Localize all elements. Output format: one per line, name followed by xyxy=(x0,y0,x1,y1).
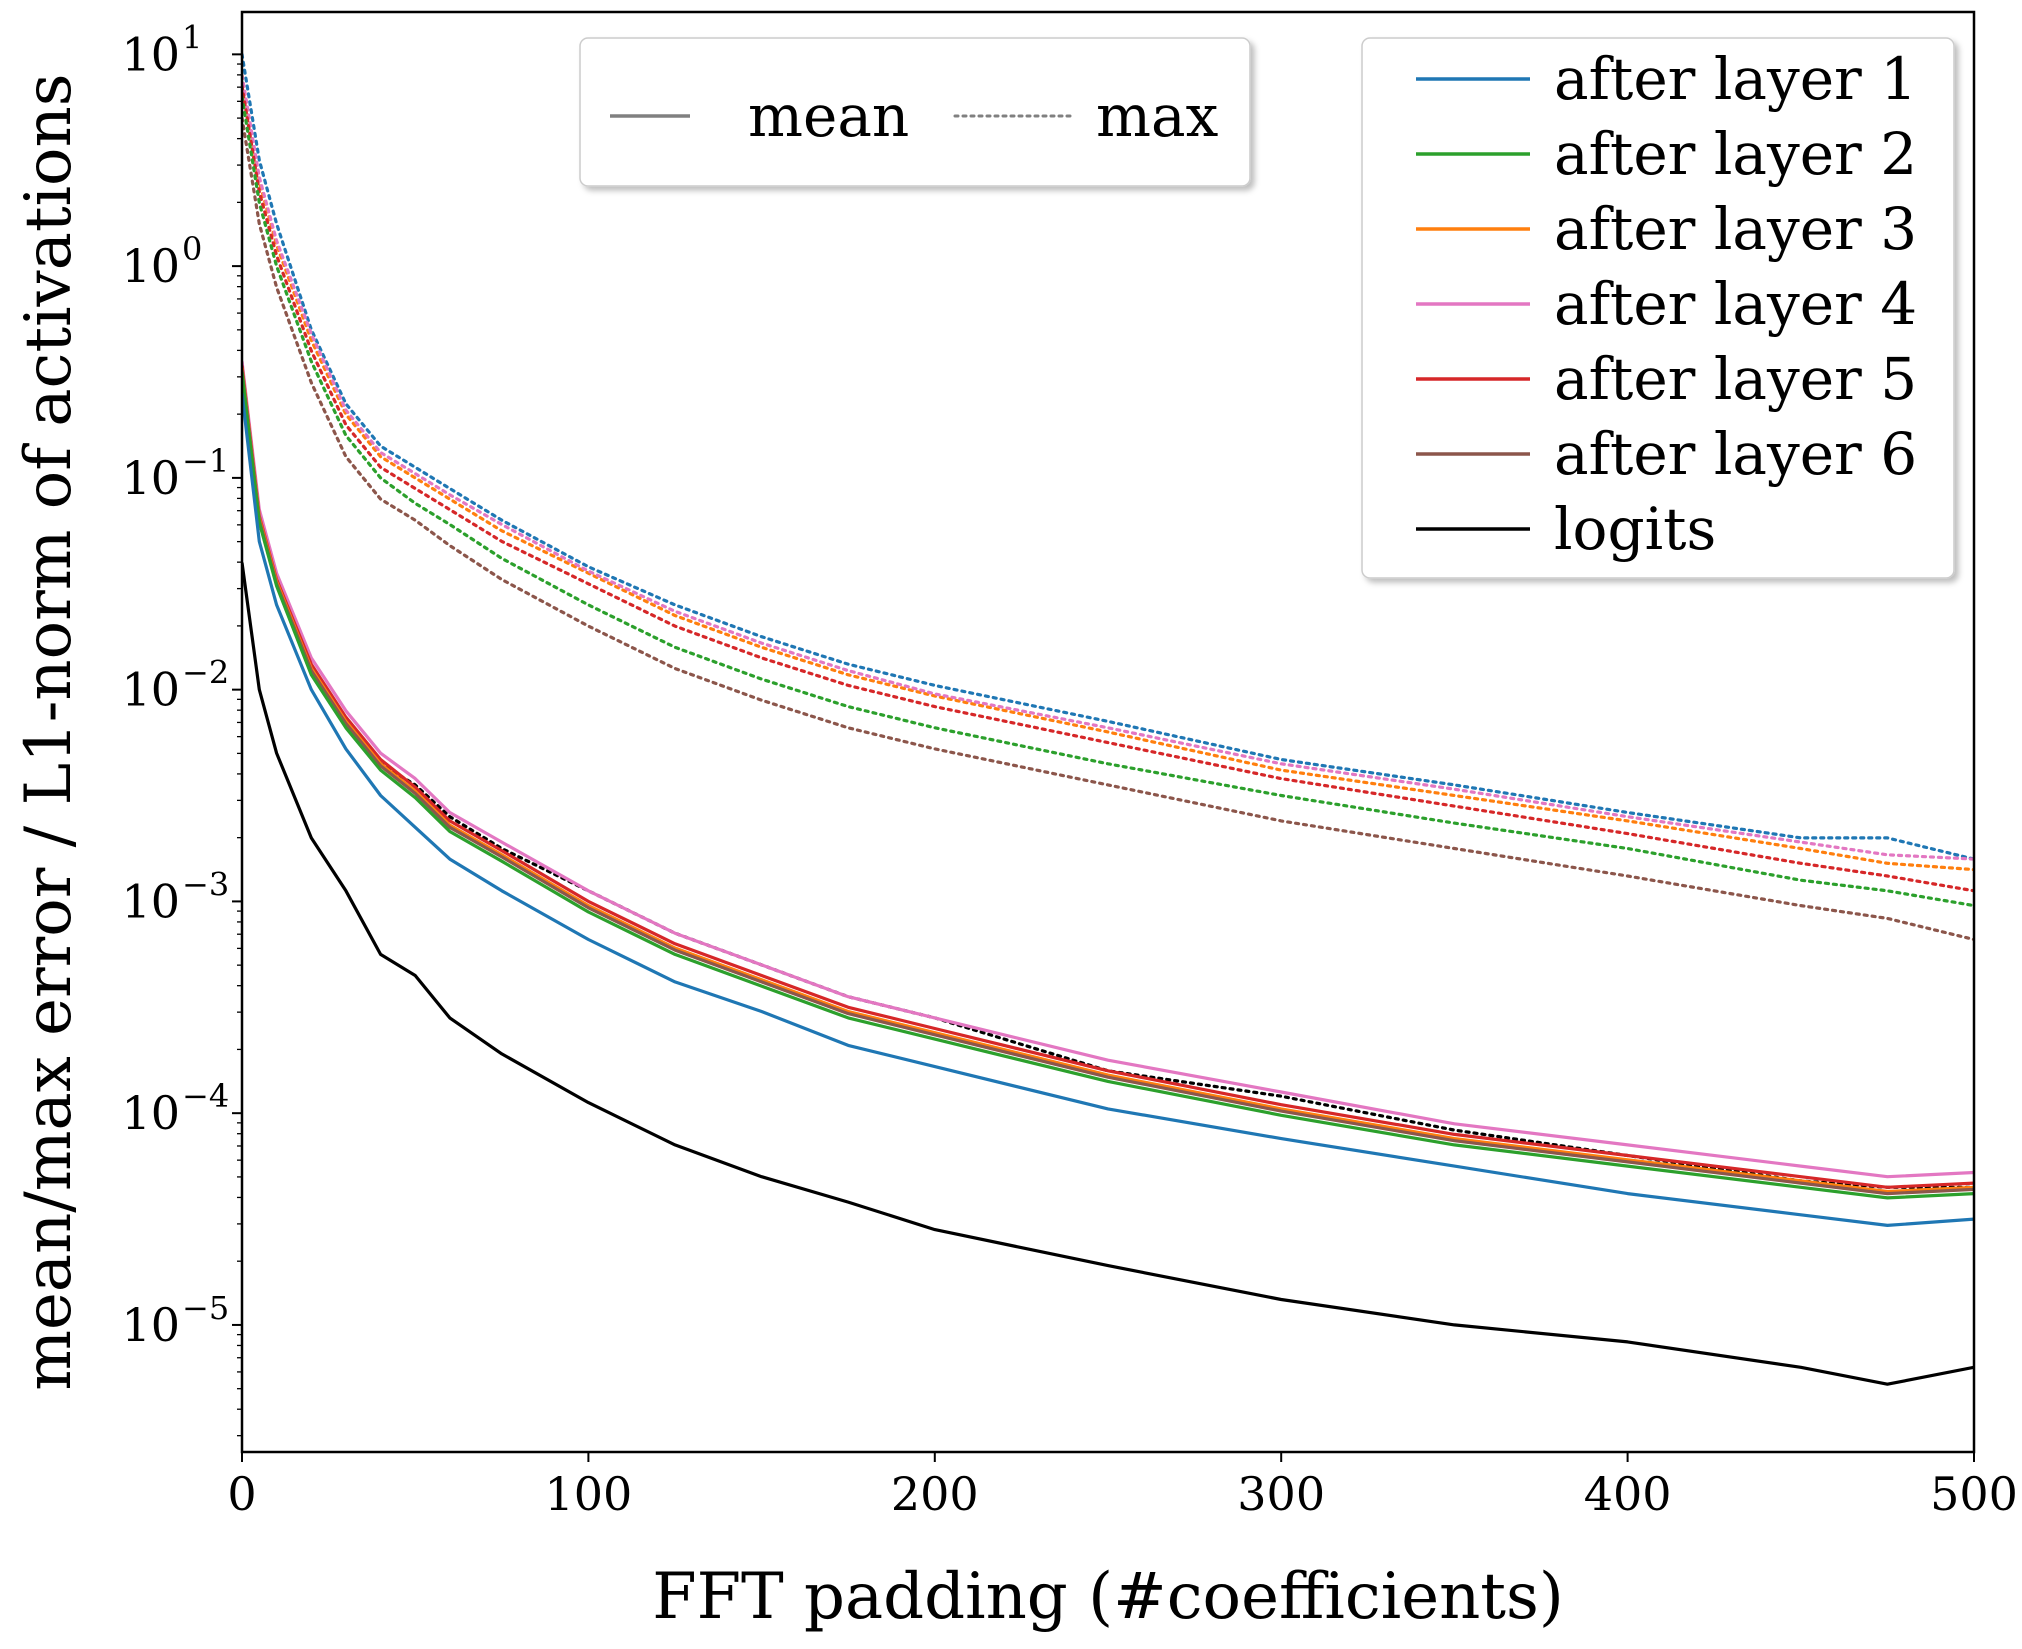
y-tick-label: 10 xyxy=(121,27,180,81)
series-line-after-layer-1-mean xyxy=(242,393,1974,1228)
y-tick-label: 10 xyxy=(121,1298,180,1352)
y-tick-exponent: −5 xyxy=(182,1289,229,1327)
series-legend: after layer 1 after layer 2 after layer 3 a… xyxy=(1361,37,1955,579)
series-line-after-layer-3-max xyxy=(242,73,1974,872)
legend-label-after-layer-5: after layer 5 xyxy=(1554,345,1917,413)
x-tick-label: 400 xyxy=(1584,1467,1672,1521)
series-line-after-layer-5-mean xyxy=(242,365,1974,1189)
x-axis-title: FFT padding (#coefficients) xyxy=(652,1560,1564,1634)
style-legend-label-mean: mean xyxy=(748,82,909,150)
y-tick-label: 10 xyxy=(121,663,180,717)
series-line-after-layer-2-max xyxy=(242,95,1974,908)
legend-label-after-layer-1: after layer 1 xyxy=(1554,45,1917,113)
x-tick-label: 300 xyxy=(1237,1467,1325,1521)
x-tick-label: 100 xyxy=(544,1467,632,1521)
series-line-after-layer-1-max xyxy=(242,52,1974,861)
y-tick-exponent: −2 xyxy=(182,654,229,692)
y-tick-exponent: 1 xyxy=(182,18,202,56)
plot-frame xyxy=(240,10,1976,1454)
series-legend-box xyxy=(1361,37,1955,579)
series-line-after-layer-6-max xyxy=(242,116,1974,942)
series-line-after-layer-6-mean xyxy=(242,369,1974,1196)
series-line-logits-mean xyxy=(242,562,1974,1386)
style-legend: mean max xyxy=(579,37,1251,187)
legend-label-after-layer-4: after layer 4 xyxy=(1554,270,1917,338)
legend-label-logits: logits xyxy=(1554,495,1716,563)
x-tick-label: 500 xyxy=(1930,1467,2018,1521)
series-group xyxy=(242,52,1974,1386)
legend-label-after-layer-3: after layer 3 xyxy=(1554,195,1917,263)
legend-label-after-layer-6: after layer 6 xyxy=(1554,420,1917,488)
style-legend-label-max: max xyxy=(1096,82,1218,150)
y-tick-label: 10 xyxy=(121,874,180,928)
series-line-after-layer-4-mean xyxy=(242,361,1974,1179)
x-axis: 0 100 200 300 400 500 xyxy=(227,1452,2018,1521)
y-tick-exponent: −3 xyxy=(182,865,229,903)
y-tick-exponent: −1 xyxy=(182,442,229,480)
y-tick-exponent: 0 xyxy=(182,230,202,268)
style-legend-box xyxy=(579,37,1251,187)
series-line-after-layer-4-max xyxy=(242,73,1974,861)
series-line-after-layer-2-mean xyxy=(242,371,1974,1200)
x-tick-label: 200 xyxy=(891,1467,979,1521)
y-tick-label: 10 xyxy=(121,1086,180,1140)
x-tick-label: 0 xyxy=(227,1467,256,1521)
y-tick-label: 10 xyxy=(121,451,180,505)
y-axis-title: mean/max error / L1-norm of activations xyxy=(12,73,86,1390)
series-line-after-layer-5-max xyxy=(242,84,1974,893)
y-tick-exponent: −4 xyxy=(182,1077,229,1115)
legend-label-after-layer-2: after layer 2 xyxy=(1554,120,1917,188)
y-tick-label: 10 xyxy=(121,239,180,293)
